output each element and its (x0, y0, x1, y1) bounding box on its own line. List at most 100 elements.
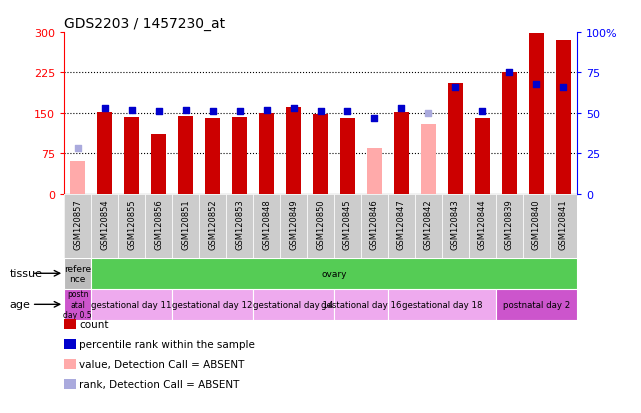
Point (208, 109, 218, 115)
Point (262, 107, 272, 114)
Text: GSM120849: GSM120849 (289, 199, 298, 250)
Bar (523, 194, 550, 258)
Text: percentile rank within the sample: percentile rank within the sample (79, 339, 255, 349)
Bar (550, 194, 577, 258)
Text: gestational day 12: gestational day 12 (172, 300, 253, 309)
Bar (496, 194, 523, 258)
Text: GSM120855: GSM120855 (127, 199, 136, 250)
Point (288, 105, 299, 112)
Text: tissue: tissue (10, 268, 42, 279)
Text: GSM120852: GSM120852 (208, 199, 217, 250)
Text: GDS2203 / 1457230_at: GDS2203 / 1457230_at (64, 17, 225, 31)
Point (504, 70, 515, 76)
Bar (64, 289, 91, 320)
Bar (199, 194, 226, 258)
Bar (361, 194, 388, 258)
Text: postnatal day 2: postnatal day 2 (503, 300, 570, 309)
Text: GSM120847: GSM120847 (397, 199, 406, 250)
Bar (502, 73, 517, 194)
Bar (394, 112, 409, 194)
Bar (253, 289, 334, 320)
Bar (91, 194, 118, 258)
Text: postn
atal
day 0.5: postn atal day 0.5 (63, 290, 92, 319)
Text: gestational day 16: gestational day 16 (320, 300, 401, 309)
Text: GSM120850: GSM120850 (316, 199, 325, 250)
Text: GSM120845: GSM120845 (343, 199, 352, 250)
Bar (469, 194, 496, 258)
Point (478, 109, 488, 115)
Bar (334, 194, 361, 258)
Bar (475, 119, 490, 194)
Point (423, 110, 433, 117)
Point (369, 115, 379, 122)
Text: GSM120841: GSM120841 (559, 199, 568, 250)
Bar (421, 124, 436, 194)
Bar (388, 289, 496, 320)
Bar (91, 289, 172, 320)
Bar (388, 194, 415, 258)
Text: GSM120856: GSM120856 (154, 199, 163, 250)
Point (126, 107, 137, 114)
Bar (145, 194, 172, 258)
Point (180, 107, 190, 114)
Text: refere
nce: refere nce (64, 264, 91, 283)
Text: gestational day 18: gestational day 18 (402, 300, 482, 309)
Point (153, 109, 163, 115)
Bar (556, 41, 571, 194)
Bar (448, 84, 463, 194)
Bar (97, 112, 112, 194)
Bar (442, 194, 469, 258)
Text: age: age (10, 299, 31, 310)
Point (99, 105, 110, 112)
Bar (334, 289, 388, 320)
Bar (340, 119, 355, 194)
Text: GSM120851: GSM120851 (181, 199, 190, 250)
Bar (118, 194, 145, 258)
Text: GSM120844: GSM120844 (478, 199, 487, 250)
Text: GSM120848: GSM120848 (262, 199, 271, 250)
Text: count: count (79, 319, 109, 329)
Point (235, 109, 245, 115)
Text: gestational day 14: gestational day 14 (253, 300, 334, 309)
Text: GSM120846: GSM120846 (370, 199, 379, 250)
Bar (64, 194, 91, 258)
Point (558, 85, 569, 91)
Bar (205, 119, 220, 194)
Point (396, 105, 406, 112)
Point (72, 146, 83, 152)
Bar (415, 194, 442, 258)
Bar (259, 114, 274, 194)
Text: GSM120853: GSM120853 (235, 199, 244, 250)
Bar (307, 194, 334, 258)
Bar (232, 117, 247, 194)
Text: GSM120857: GSM120857 (73, 199, 82, 250)
Bar (172, 289, 253, 320)
Text: GSM120843: GSM120843 (451, 199, 460, 250)
Text: GSM120839: GSM120839 (505, 199, 514, 250)
Text: rank, Detection Call = ABSENT: rank, Detection Call = ABSENT (79, 379, 240, 389)
Bar (226, 194, 253, 258)
Bar (313, 115, 328, 194)
Bar (286, 108, 301, 194)
Bar (124, 117, 139, 194)
Text: value, Detection Call = ABSENT: value, Detection Call = ABSENT (79, 359, 245, 369)
Text: ovary: ovary (321, 269, 347, 278)
Point (342, 109, 353, 115)
Bar (529, 34, 544, 194)
Bar (64, 258, 91, 289)
Bar (367, 148, 382, 194)
Bar (151, 135, 166, 194)
Bar (70, 162, 85, 194)
Point (531, 81, 542, 88)
Text: GSM120840: GSM120840 (532, 199, 541, 250)
Bar (172, 194, 199, 258)
Text: GSM120842: GSM120842 (424, 199, 433, 250)
Bar (280, 194, 307, 258)
Bar (253, 194, 280, 258)
Bar (178, 116, 193, 194)
Point (315, 109, 326, 115)
Text: gestational day 11: gestational day 11 (91, 300, 172, 309)
Text: GSM120854: GSM120854 (100, 199, 109, 250)
Point (451, 85, 461, 91)
Bar (496, 289, 577, 320)
